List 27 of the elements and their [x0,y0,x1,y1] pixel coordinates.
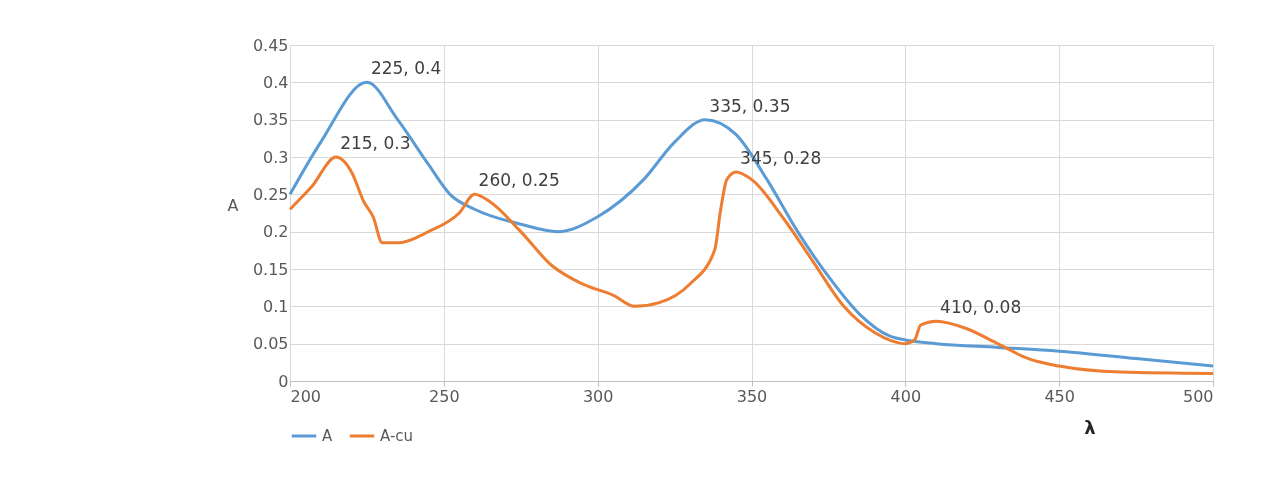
y-tick-label: 0.35 [252,110,289,130]
x-tick-label: 500 [1182,386,1214,406]
y-tick-label: 0.2 [263,222,289,242]
annotation: 410, 0.08 [940,297,1022,318]
y-tick-label: 0 [278,371,289,391]
x-tick-label: 350 [736,386,768,406]
x-tick-label: 300 [582,386,614,406]
annotation: 335, 0.35 [709,95,791,116]
line-series [288,80,1215,368]
annotation: 225, 0.4 [370,58,442,79]
y-tick-label: 0.25 [252,184,289,204]
y-tick-label: 0.15 [252,259,289,279]
x-tick-label: 400 [890,386,922,406]
y-tick-label: 0.45 [252,35,289,55]
x-tick-label: 450 [1044,386,1075,406]
x-axis-title: λ [1084,417,1096,438]
x-tick-label: 200 [290,386,322,406]
y-axis-title: A [227,195,239,215]
legend-label: A [322,427,333,445]
x-tick-label: 250 [429,386,460,406]
annotation: 215, 0.3 [340,133,411,153]
y-tick-label: 0.3 [263,147,289,167]
annotation: 260, 0.25 [478,170,560,191]
y-tick-label: 0.1 [263,296,289,316]
y-tick-label: 0.05 [252,334,289,354]
legend-label: A-cu [380,427,414,445]
y-tick-label: 0.4 [263,72,289,92]
